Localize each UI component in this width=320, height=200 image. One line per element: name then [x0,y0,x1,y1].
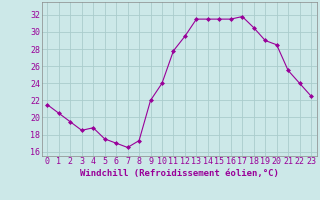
X-axis label: Windchill (Refroidissement éolien,°C): Windchill (Refroidissement éolien,°C) [80,169,279,178]
